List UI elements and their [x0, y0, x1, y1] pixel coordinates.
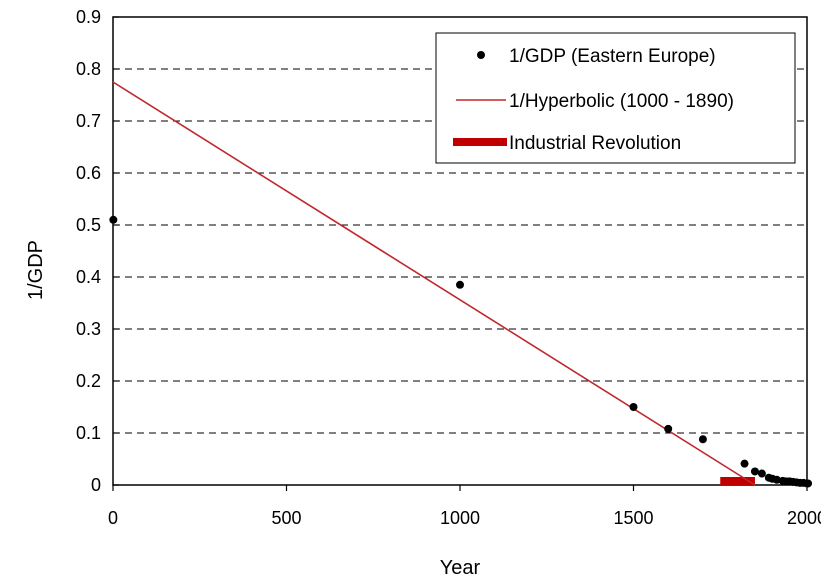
axes: 0 0.1 0.2 0.3 0.4 0.5 0.6 0.7 0.8 0.9 0 500 1000 1500… [76, 7, 821, 528]
y-tick-label: 0.2 [76, 371, 101, 391]
y-tick-label: 0.6 [76, 163, 101, 183]
data-point [629, 403, 638, 411]
x-axis-title: Year [440, 557, 481, 579]
y-tick-label: 0.9 [76, 7, 101, 27]
data-point [698, 435, 707, 444]
x-tick-label: 1000 [440, 508, 480, 528]
y-tick-label: 0.4 [76, 267, 101, 287]
data-point [740, 459, 749, 468]
legend: 1/GDP (Eastern Europe) 1/Hyperbolic (100… [435, 32, 796, 164]
data-point [750, 467, 759, 476]
data-point [804, 479, 813, 488]
y-axis-title: 1/GDP [25, 240, 47, 300]
x-tick-label: 500 [271, 508, 301, 528]
x-tick-label: 2000 [787, 508, 821, 528]
data-point [456, 280, 464, 289]
series-layer [109, 81, 813, 488]
hyperbolic-fit-line [112, 81, 756, 486]
y-tick-label: 0 [91, 475, 101, 495]
x-tick-label: 1500 [613, 508, 653, 528]
legend-label-band: Industrial Revolution [509, 133, 681, 154]
y-tick-label: 0.8 [76, 59, 101, 79]
y-tick-label: 0.1 [76, 423, 101, 443]
legend-marker-band [453, 138, 507, 146]
legend-marker-scatter [477, 51, 485, 59]
legend-label-line: 1/Hyperbolic (1000 - 1890) [509, 91, 734, 112]
data-point [757, 469, 766, 478]
data-point [772, 475, 781, 484]
data-point [109, 215, 118, 224]
y-tick-label: 0.7 [76, 111, 101, 131]
x-tick-label: 0 [108, 508, 118, 528]
y-tick-label: 0.3 [76, 319, 101, 339]
data-point [664, 424, 673, 433]
industrial-revolution-band [720, 477, 755, 485]
legend-label-scatter: 1/GDP (Eastern Europe) [509, 46, 716, 67]
y-tick-label: 0.5 [76, 215, 101, 235]
